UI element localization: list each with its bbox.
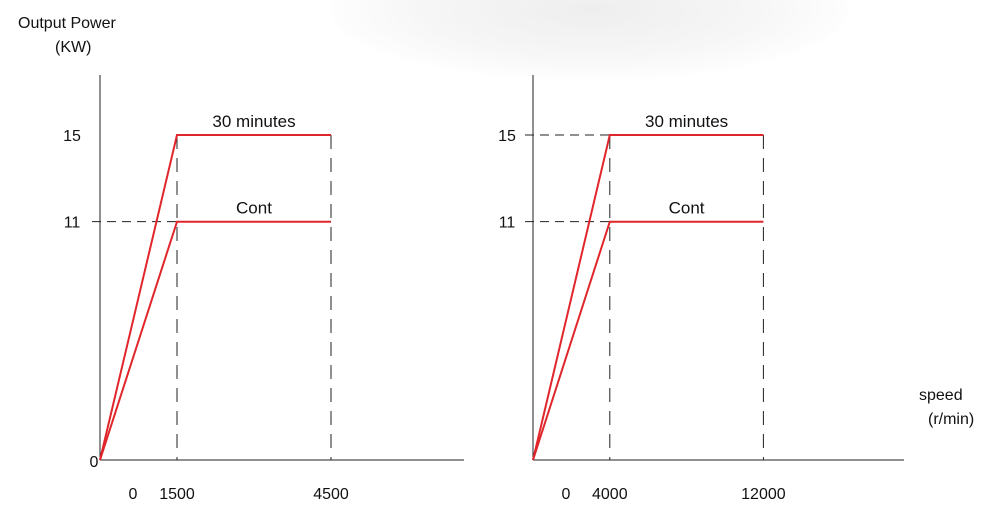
chart-1-series-label-30-minutes: 30 minutes [212,112,295,131]
chart-1-y-tick-label: 0 [90,454,99,471]
chart-2-series-label-30-minutes: 30 minutes [645,112,728,131]
chart-1-x-tick-label: 1500 [159,486,195,503]
chart-1-series-cont [100,222,331,460]
chart-2-y-tick-label: 15 [498,128,516,145]
chart-1-x-tick-label: 0 [129,486,138,503]
chart-2-x-tick-label: 12000 [741,486,786,503]
chart-2-series-label-cont: Cont [669,199,705,218]
chart-1-x-tick-label: 4500 [313,486,349,503]
chart-1-series-label-cont: Cont [236,199,272,218]
chart-2-x-tick-label: 0 [562,486,571,503]
chart-1-series-30-minutes [100,135,331,460]
chart-2-series-cont [533,222,763,460]
chart-1-y-tick-label: 11 [64,215,81,232]
chart-2-series-30-minutes [533,135,763,460]
chart-2-y-tick-label: 11 [499,215,516,232]
chart-1-y-tick-label: 15 [63,128,81,145]
chart-2-x-tick-label: 4000 [592,486,628,503]
